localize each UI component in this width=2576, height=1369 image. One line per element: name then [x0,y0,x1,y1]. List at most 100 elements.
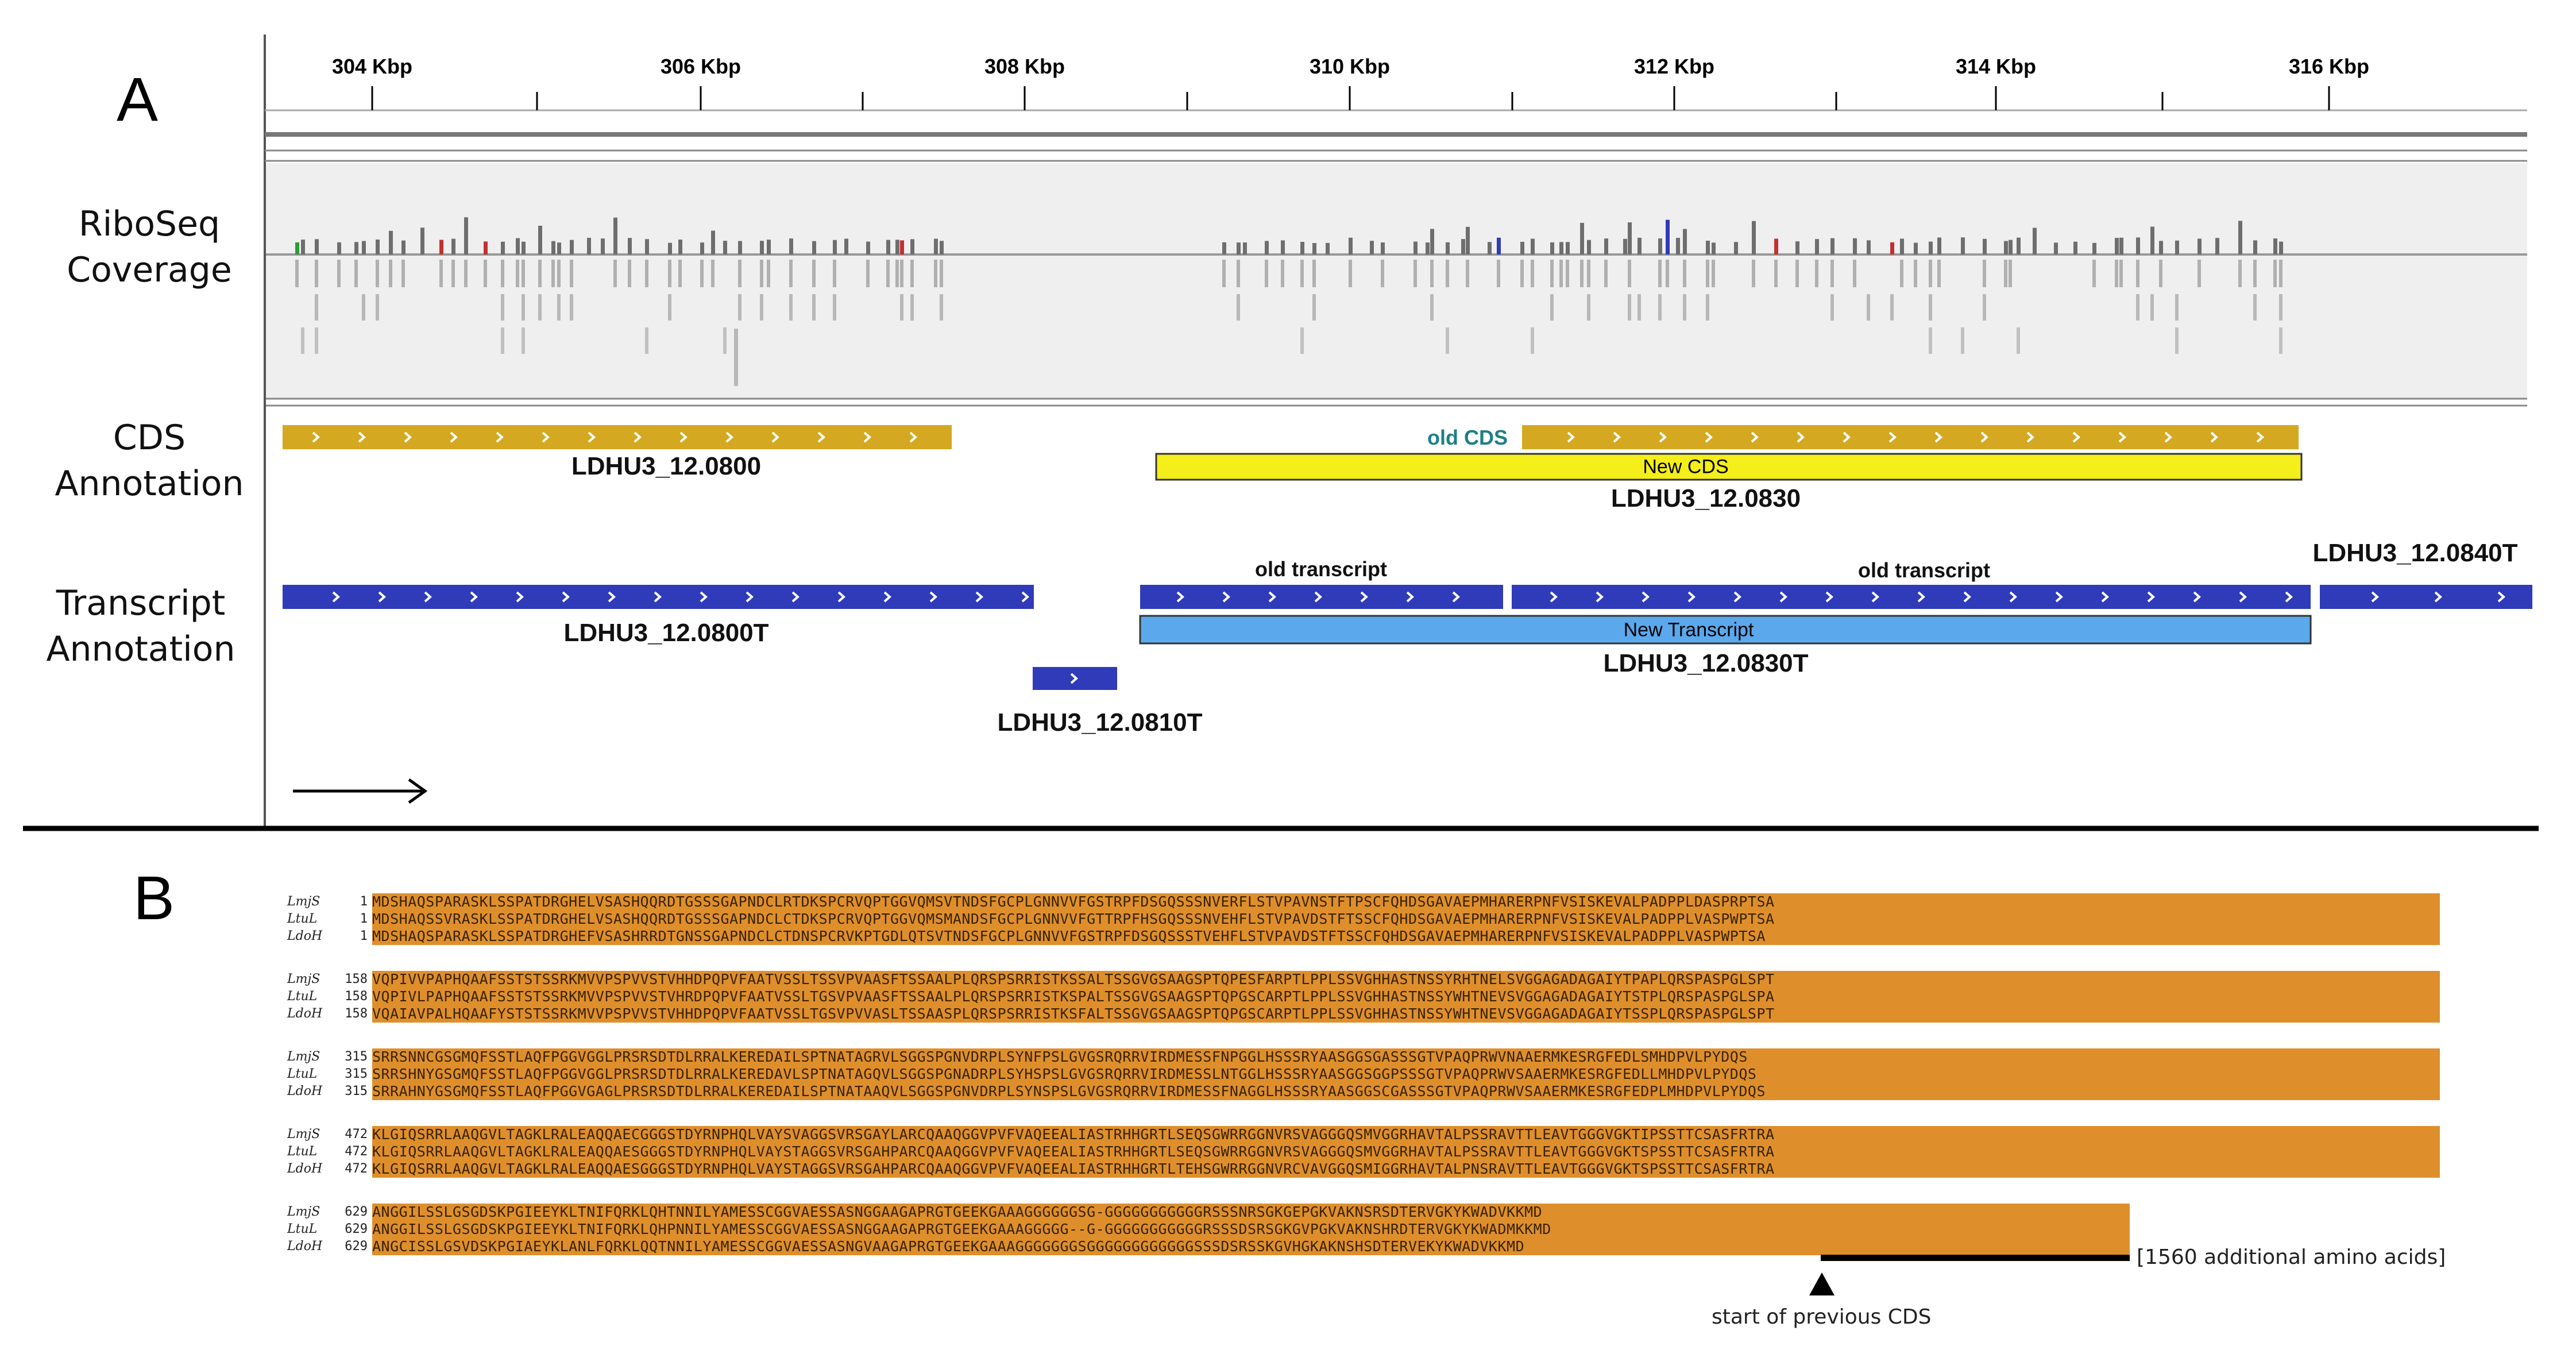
read-mark [2175,294,2179,321]
transcript-chevron [1222,591,1231,603]
cds-chevron [1567,431,1575,443]
transcript-chevron [562,591,570,603]
read-mark [2017,327,2020,354]
read-mark [1580,260,1584,287]
transcript-chevron [2285,591,2293,603]
transcript-0800-label: LDHU3_12.0800T [563,619,769,647]
cds-chevron [312,431,320,443]
panel-a-figure [23,34,2539,831]
read-mark [1830,294,1834,321]
read-mark [789,260,793,287]
read-mark [1446,327,1449,354]
track-label-cds: CDS Annotation [29,415,270,507]
cds-chevron [1705,431,1713,443]
transcript-chevron [1314,591,1323,603]
coverage-bar [2175,240,2179,254]
coverage-bar [1795,241,1799,254]
read-mark [1706,294,1709,321]
transcript-chevron [700,591,708,603]
transcript-chevron [1550,591,1558,603]
read-mark [1637,294,1641,321]
transcript-chevron [2239,591,2247,603]
additional-amino-acids-note: [1560 additional amino acids] [2137,1245,2446,1269]
coverage-bar [1983,238,1987,254]
cds-annotation-track [283,425,2303,481]
coverage-bar [1658,238,1662,254]
read-mark [760,294,763,321]
read-mark [2253,260,2257,287]
read-mark [551,260,555,287]
read-mark [1983,294,1986,321]
read-mark [895,260,899,287]
read-mark [2136,260,2139,287]
read-mark [1237,260,1240,287]
read-mark [376,260,379,287]
transcript-chevron [2055,591,2064,603]
transcript-chevron [1917,591,1926,603]
read-mark [522,294,525,321]
transcript-chevron [1268,591,1277,603]
seq-name: LmjS [287,894,320,909]
transcript-chevron [654,591,662,603]
read-mark [538,294,542,321]
coverage-bar [389,230,393,254]
read-mark [501,327,504,354]
seq-name: LmjS [287,972,320,986]
transcript-chevron [378,591,387,603]
cds-chevron [771,431,780,443]
read-mark [1381,260,1384,287]
coverage-bar [2033,227,2037,254]
transcript-chevron [1070,673,1079,684]
coverage-bar [376,239,380,254]
coverage-bar [1300,241,1304,254]
coverage-bar [1413,241,1418,254]
cds-chevron [2164,431,2173,443]
coverage-bar [1466,226,1470,254]
coverage-bar [2004,241,2008,254]
coverage-bar [1426,242,1430,254]
seq-start: 629 [345,1205,368,1219]
coverage-bar [439,240,443,254]
read-mark [1531,260,1534,287]
read-mark [337,260,341,287]
coverage-bar [1961,237,1965,254]
read-mark [1867,294,1870,321]
read-mark [1349,260,1352,287]
coverage-bar [464,217,468,254]
direction-arrow [293,778,428,804]
ruler-label-306: 306 Kbp [660,55,741,78]
read-mark [1752,260,1755,287]
read-mark [1312,294,1316,321]
old-transcript-bar-2 [1512,585,2311,609]
read-mark [1281,260,1284,287]
transcript-chevron [883,591,892,603]
seq-name: LmjS [287,1205,320,1219]
read-mark [557,294,561,321]
read-mark [2150,294,2154,321]
panel-b-letter: B [133,863,175,932]
coverage-bar [628,238,632,254]
cds-gene-0800-label: LDHU3_12.0800 [571,452,762,480]
read-mark [1774,260,1778,287]
ruler [265,86,2527,162]
cds-chevron [1980,431,1989,443]
seq-name: LtuL [287,1222,318,1236]
transcript-0830-label: LDHU3_12.0830T [1603,649,1809,677]
cds-label-line2: Annotation [55,464,244,504]
cds-chevron [450,431,458,443]
read-mark [628,260,631,287]
cds-chevron [863,431,872,443]
cds-chevron [679,431,688,443]
cds-chevron [2256,431,2265,443]
coverage-bar [401,240,405,254]
coverage-bar [789,238,793,254]
panel-a-letter: A [117,64,159,134]
read-mark [734,329,738,386]
coverage-bar [700,242,704,254]
cds-chevron [1613,431,1621,443]
transcript-chevron [608,591,616,603]
coverage-bar [538,225,542,254]
coverage-bar [1237,242,1241,254]
coverage-bar [2136,237,2140,254]
coverage-bar [1637,237,1642,254]
